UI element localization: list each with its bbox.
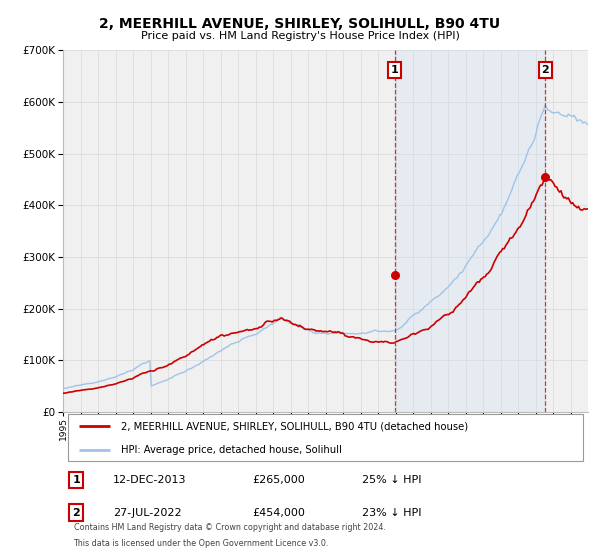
Text: Contains HM Land Registry data © Crown copyright and database right 2024.: Contains HM Land Registry data © Crown c…	[74, 524, 385, 533]
Text: 23% ↓ HPI: 23% ↓ HPI	[362, 507, 422, 517]
Text: Price paid vs. HM Land Registry's House Price Index (HPI): Price paid vs. HM Land Registry's House …	[140, 31, 460, 41]
Point	[390, 270, 400, 279]
Text: £454,000: £454,000	[252, 507, 305, 517]
Bar	[395, 50, 545, 412]
Text: 2, MEERHILL AVENUE, SHIRLEY, SOLIHULL, B90 4TU: 2, MEERHILL AVENUE, SHIRLEY, SOLIHULL, B…	[100, 17, 500, 31]
Point	[541, 173, 550, 182]
Text: 12-DEC-2013: 12-DEC-2013	[113, 475, 187, 485]
Text: £265,000: £265,000	[252, 475, 305, 485]
Text: HPI: Average price, detached house, Solihull: HPI: Average price, detached house, Soli…	[121, 445, 341, 455]
Text: 1: 1	[391, 65, 398, 75]
Text: 2: 2	[542, 65, 550, 75]
FancyBboxPatch shape	[68, 414, 583, 461]
Text: This data is licensed under the Open Government Licence v3.0.: This data is licensed under the Open Gov…	[74, 539, 329, 548]
Text: 25% ↓ HPI: 25% ↓ HPI	[362, 475, 422, 485]
Text: 2: 2	[72, 507, 80, 517]
Text: 2, MEERHILL AVENUE, SHIRLEY, SOLIHULL, B90 4TU (detached house): 2, MEERHILL AVENUE, SHIRLEY, SOLIHULL, B…	[121, 421, 468, 431]
Text: 1: 1	[72, 475, 80, 485]
Text: 27-JUL-2022: 27-JUL-2022	[113, 507, 182, 517]
